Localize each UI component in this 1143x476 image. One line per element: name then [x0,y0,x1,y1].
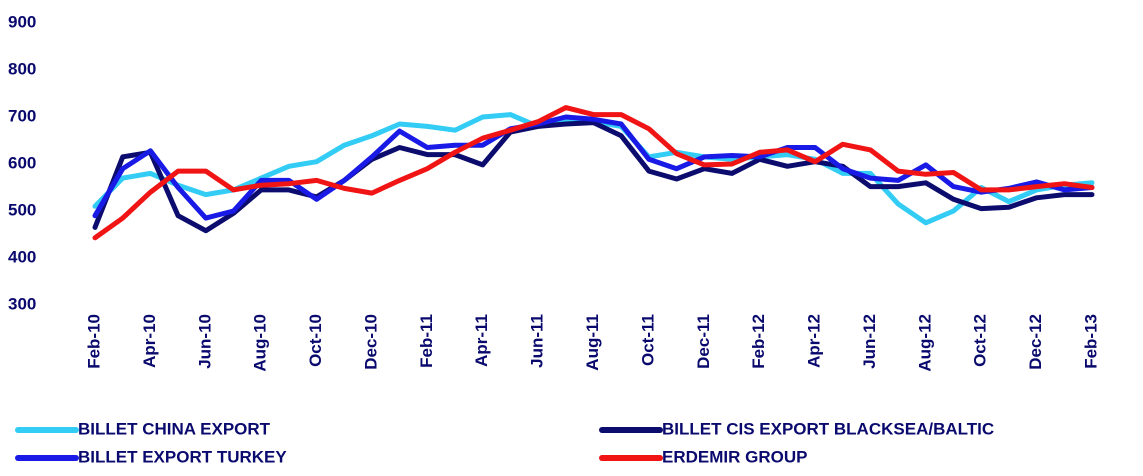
legend-label: BILLET EXPORT TURKEY [78,447,287,466]
x-tick-label: Feb-11 [417,314,436,368]
x-tick-label: Oct-10 [306,314,325,367]
x-tick-label: Apr-11 [472,314,491,367]
y-tick-label: 500 [8,200,36,219]
y-tick-label: 700 [8,106,36,125]
y-tick-label: 400 [8,247,36,266]
x-tick-label: Feb-12 [749,314,768,369]
x-tick-label: Aug-12 [915,314,934,372]
x-tick-label: Feb-13 [1081,314,1100,369]
x-tick-label: Dec-10 [361,314,380,370]
x-tick-label: Jun-12 [860,314,879,369]
y-tick-label: 600 [8,153,36,172]
y-tick-label: 800 [8,59,36,78]
y-tick-label: 900 [8,12,36,31]
y-tick-label: 300 [8,294,36,313]
x-tick-label: Dec-12 [1026,314,1045,370]
x-tick-label: Aug-11 [583,314,602,371]
legend-label: ERDEMIR GROUP [662,447,807,466]
x-tick-label: Dec-11 [694,314,713,369]
x-tick-label: Oct-12 [971,314,990,367]
series-line [92,120,1095,234]
x-tick-label: Aug-10 [251,314,270,372]
x-tick-label: Jun-11 [528,314,547,368]
series-line [92,114,1095,221]
x-tick-label: Apr-10 [140,314,159,368]
x-tick-label: Feb-10 [84,314,103,369]
series-line [92,105,1095,241]
x-tick-label: Oct-11 [638,314,657,366]
legend-label: BILLET CIS EXPORT BLACKSEA/BALTIC [662,419,994,438]
x-tick-label: Apr-12 [805,314,824,368]
legend-label: BILLET CHINA EXPORT [78,419,271,438]
x-tick-label: Jun-10 [195,314,214,369]
